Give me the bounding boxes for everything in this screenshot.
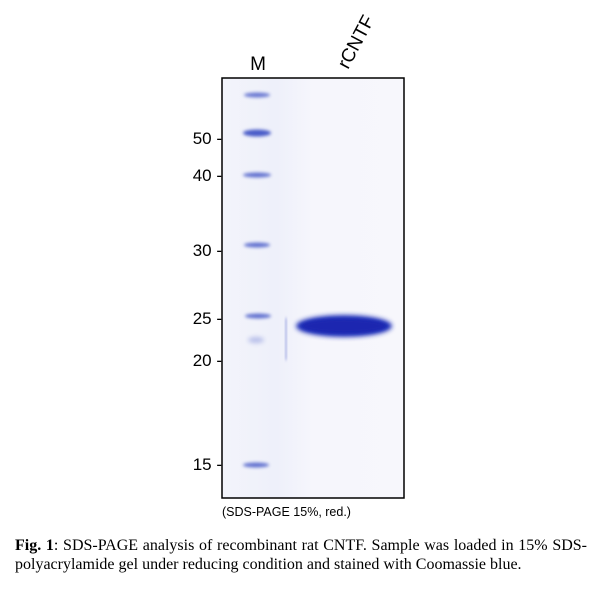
marker-label: 20 - <box>193 351 222 370</box>
caption-label: Fig. 1 <box>15 537 54 554</box>
sample-band-core <box>302 319 386 333</box>
marker-bands <box>243 92 287 468</box>
marker-labels: 50 - 40 - 30 - 25 - 20 - 15 - <box>193 129 222 474</box>
band <box>243 172 271 178</box>
band <box>248 337 264 343</box>
lane-label: M <box>250 54 266 75</box>
caption-text: : SDS-PAGE analysis of recombinant rat C… <box>15 537 588 573</box>
gel <box>221 77 405 499</box>
band <box>243 462 269 468</box>
marker-label: 15 - <box>193 455 222 474</box>
streak <box>285 318 287 360</box>
lane-label: rCNTF <box>334 12 379 72</box>
gel-figure: M rCNTF 50 - 40 - 30 - 25 - 20 - 15 - (S… <box>193 12 405 519</box>
marker-label: 40 - <box>193 166 222 185</box>
caption: Fig. 1: SDS-PAGE analysis of recombinant… <box>15 536 587 574</box>
band <box>244 92 270 98</box>
band <box>243 129 271 137</box>
gel-note: (SDS-PAGE 15%, red.) <box>222 505 351 519</box>
band <box>244 242 270 248</box>
band <box>245 313 271 319</box>
marker-label: 25 - <box>193 309 222 328</box>
marker-label: 50 - <box>193 129 222 148</box>
marker-label: 30 - <box>193 241 222 260</box>
